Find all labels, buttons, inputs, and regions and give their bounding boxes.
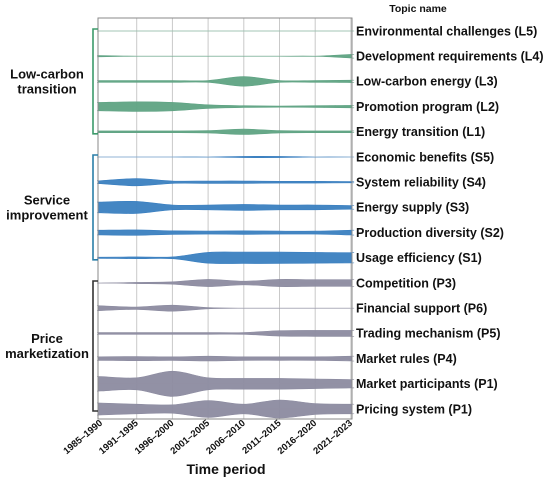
topic-label: Low-carbon energy (L3) bbox=[356, 75, 498, 89]
ribbon bbox=[96, 279, 355, 287]
topic-label: Development requirements (L4) bbox=[356, 50, 544, 64]
topic-label: Pricing system (P1) bbox=[356, 402, 472, 416]
x-tick-labels: 1985–19901991–19951996–20002001–20052006… bbox=[61, 417, 354, 456]
group-label: transition bbox=[17, 81, 76, 96]
group-label: improvement bbox=[6, 207, 88, 222]
group-label: Price bbox=[31, 331, 63, 346]
topic-label: Usage efficiency (S1) bbox=[356, 251, 482, 265]
plot-frame bbox=[97, 17, 353, 420]
group-bracket bbox=[92, 28, 98, 135]
topic-label: Production diversity (S2) bbox=[356, 226, 504, 240]
ribbon bbox=[96, 330, 355, 337]
group-label: Service bbox=[24, 192, 70, 207]
x-tick-label: 2006–2010 bbox=[204, 418, 248, 457]
topic-label: Trading mechanism (P5) bbox=[356, 327, 500, 341]
ribbon-series bbox=[96, 355, 355, 362]
group-label: Low-carbon bbox=[10, 66, 84, 81]
ribbons bbox=[96, 30, 355, 419]
topic-label: Competition (P3) bbox=[356, 276, 456, 290]
topic-label: Environmental challenges (L5) bbox=[356, 24, 537, 38]
group-label: marketization bbox=[5, 346, 89, 361]
topic-label: System reliability (S4) bbox=[356, 176, 486, 190]
ribbon-series bbox=[96, 330, 355, 337]
x-tick-label: 2021–2023 bbox=[311, 418, 355, 457]
plot-border bbox=[97, 17, 353, 420]
group-bracket bbox=[92, 280, 98, 412]
topic-label: Economic benefits (S5) bbox=[356, 150, 494, 164]
ribbon bbox=[96, 251, 355, 264]
topic-label: Promotion program (L2) bbox=[356, 100, 499, 114]
topic-labels: Environmental challenges (L5) Development… bbox=[356, 24, 544, 416]
topic-label: Financial support (P6) bbox=[356, 302, 487, 316]
ribbon-series bbox=[96, 279, 355, 287]
group-bracket bbox=[92, 154, 98, 261]
topic-label: Market rules (P4) bbox=[356, 352, 457, 366]
topic-name-header: Topic name bbox=[389, 3, 447, 15]
ribbon-series bbox=[96, 251, 355, 264]
topic-label: Market participants (P1) bbox=[356, 377, 498, 391]
topic-label: Energy supply (S3) bbox=[356, 201, 469, 215]
x-axis-title: Time period bbox=[186, 461, 265, 477]
ribbon bbox=[96, 355, 355, 362]
topic-label: Energy transition (L1) bbox=[356, 125, 485, 139]
